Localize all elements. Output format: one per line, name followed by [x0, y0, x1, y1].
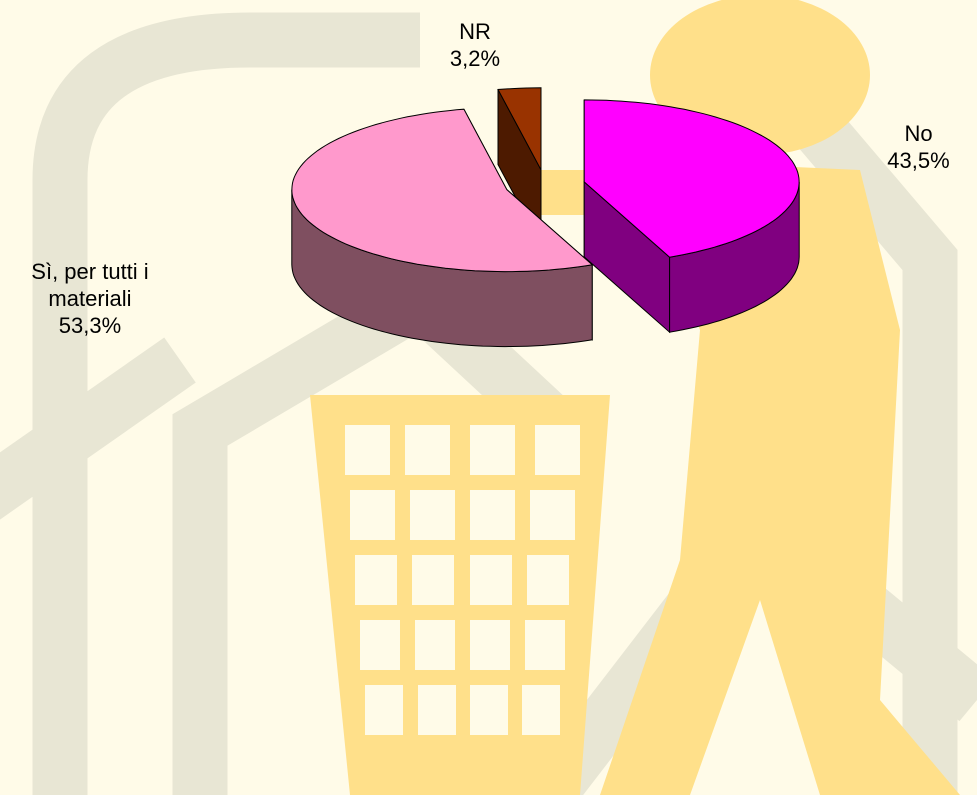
- value-label: 3,2%: [449, 46, 501, 71]
- category-label: Sì, per tutti i materiali: [31, 259, 149, 311]
- basket-holes: [345, 425, 580, 735]
- slice-label: No 43,5%: [860, 120, 977, 174]
- slice-top: [583, 99, 800, 258]
- category-label: NR: [459, 19, 491, 44]
- slice: [583, 99, 800, 334]
- value-label: 53,3%: [58, 313, 122, 338]
- pie: [291, 87, 800, 348]
- slice-top: [291, 108, 594, 273]
- slice-label: Sì, per tutti i materiali 53,3%: [5, 258, 175, 339]
- category-label: No: [904, 121, 933, 146]
- slice-top: [497, 87, 542, 171]
- slice-label: NR 3,2%: [420, 18, 530, 72]
- value-label: 43,5%: [887, 148, 950, 173]
- slice: [291, 108, 594, 348]
